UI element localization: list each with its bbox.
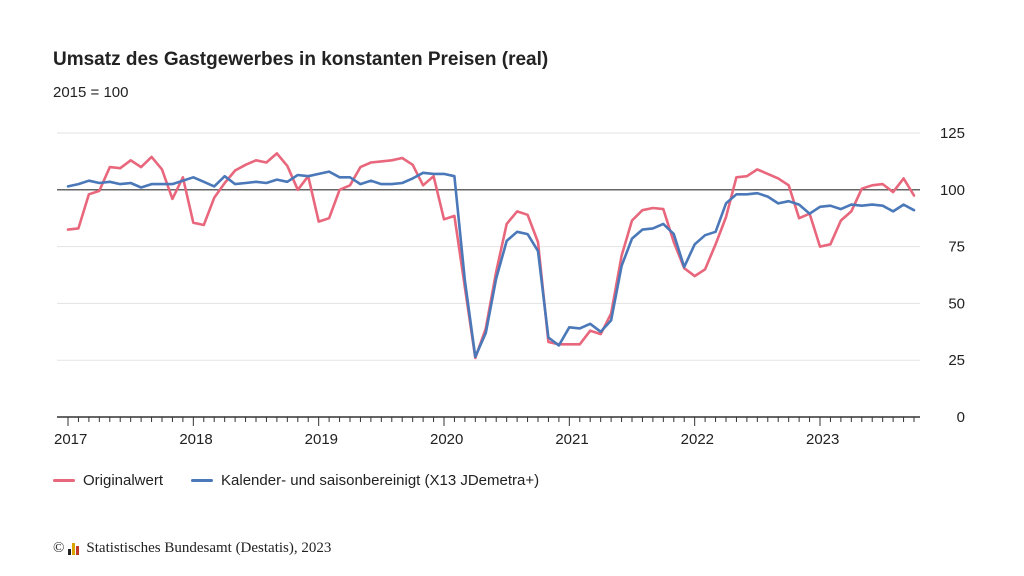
x-tick-label-2023: 2023 xyxy=(806,431,839,448)
chart-title: Umsatz des Gastgewerbes in konstanten Pr… xyxy=(53,49,549,70)
y-tick-label-50: 50 xyxy=(948,295,965,312)
legend-swatch-original xyxy=(53,479,75,482)
legend-item-adjusted: Kalender- und saisonbereinigt (X13 JDeme… xyxy=(191,472,539,489)
legend-label-adjusted: Kalender- und saisonbereinigt (X13 JDeme… xyxy=(221,472,540,489)
legend-swatch-adjusted xyxy=(191,479,214,482)
chart-legend: Originalwert Kalender- und saisonbereini… xyxy=(53,472,567,489)
y-tick-label-25: 25 xyxy=(948,352,965,369)
legend-item-original: Originalwert xyxy=(53,472,163,489)
x-tick-label-2018: 2018 xyxy=(179,431,212,448)
x-tick-label-2022: 2022 xyxy=(681,431,714,448)
y-tick-label-75: 75 xyxy=(948,239,965,256)
source-footer: © Statistisches Bundesamt (Destatis), 20… xyxy=(53,540,331,557)
source-text: Statistisches Bundesamt (Destatis), 2023 xyxy=(86,540,332,556)
y-tick-label-0: 0 xyxy=(957,409,965,426)
destatis-logo-icon xyxy=(68,542,80,555)
y-tick-label-100: 100 xyxy=(940,182,965,199)
legend-label-original: Originalwert xyxy=(83,472,164,489)
x-tick-label-2019: 2019 xyxy=(305,431,338,448)
line-chart: 0 25 50 75 100 125 2017 2018 2019 2020 2021 2022 202… xyxy=(54,125,965,448)
series-line-original xyxy=(66,152,916,360)
series-line-adjusted xyxy=(66,170,916,359)
x-tick-label-2021: 2021 xyxy=(555,431,588,448)
copyright-symbol: © xyxy=(53,540,65,556)
x-tick-label-2020: 2020 xyxy=(430,431,463,448)
x-tick-label-2017: 2017 xyxy=(54,431,87,448)
y-tick-label-125: 125 xyxy=(940,125,965,142)
chart-subtitle: 2015 = 100 xyxy=(53,84,129,101)
